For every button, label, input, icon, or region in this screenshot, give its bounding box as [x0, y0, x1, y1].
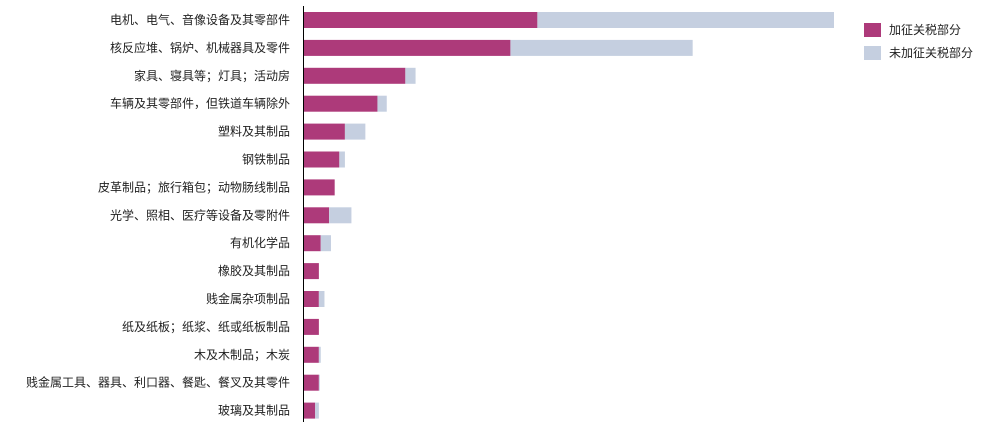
- category-label: 光学、照相、医疗等设备及零附件: [110, 207, 290, 222]
- bar-tariffed-segment: [304, 291, 319, 307]
- bar-untariffed-segment: [537, 12, 834, 28]
- category-label: 皮革制品；旅行箱包；动物肠线制品: [98, 179, 290, 194]
- bar-untariffed-segment: [339, 151, 345, 168]
- bar-untariffed-segment: [318, 346, 321, 363]
- category-label: 贱金属工具、器具、利口器、餐匙、餐叉及其零件: [26, 375, 290, 390]
- bar-tariffed-segment: [304, 39, 511, 56]
- category-label: 纸及纸板；纸浆、纸或纸板制品: [122, 319, 290, 334]
- bar-untariffed-segment: [320, 235, 331, 252]
- bar-untariffed-segment: [510, 39, 693, 56]
- bar-tariffed-segment: [304, 374, 319, 391]
- bar-tariffed-segment: [304, 12, 538, 28]
- category-label: 木及木制品；木炭: [194, 348, 290, 362]
- bar-untariffed-segment: [318, 291, 325, 307]
- bar-tariffed-segment: [304, 207, 330, 224]
- bar-tariffed-segment: [304, 67, 406, 84]
- bar-untariffed-segment: [329, 207, 352, 224]
- bar-untariffed-segment: [318, 374, 320, 391]
- bar-untariffed-segment: [315, 402, 319, 419]
- bar-tariffed-segment: [304, 346, 319, 363]
- bar-untariffed-segment: [344, 123, 366, 140]
- bar-tariffed-segment: [304, 263, 319, 280]
- category-label: 电机、电气、音像设备及其零部件: [110, 12, 290, 27]
- category-label: 核反应堆、锅炉、机械器具及零件: [110, 40, 290, 55]
- category-labels-group: 电机、电气、音像设备及其零部件核反应堆、锅炉、机械器具及零件家具、寝具等；灯具；…: [26, 12, 290, 418]
- bar-tariffed-segment: [304, 95, 378, 112]
- category-label: 塑料及其制品: [218, 124, 290, 139]
- bar-tariffed-segment: [304, 151, 340, 168]
- bar-tariffed-segment: [304, 402, 316, 419]
- bar-tariffed-segment: [304, 235, 321, 252]
- category-label: 家具、寝具等；灯具；活动房: [134, 68, 290, 83]
- bar-tariffed-segment: [304, 179, 335, 196]
- category-label: 车辆及其零部件，但铁道车辆除外: [110, 96, 290, 111]
- legend-label-untariffed: 未加征关税部分: [889, 45, 973, 60]
- category-label: 贱金属杂项制品: [206, 291, 290, 306]
- category-label: 橡胶及其制品: [218, 263, 290, 278]
- bar-tariffed-segment: [304, 123, 345, 140]
- bar-tariffed-segment: [304, 318, 319, 335]
- category-label: 有机化学品: [230, 235, 290, 250]
- legend-label-tariffed: 加征关税部分: [889, 22, 961, 37]
- legend-swatch-untariffed: [864, 46, 881, 60]
- category-label: 钢铁制品: [242, 153, 290, 167]
- legend-swatch-tariffed: [864, 23, 881, 37]
- category-label: 玻璃及其制品: [218, 404, 290, 418]
- bars-group: [304, 12, 834, 419]
- bar-untariffed-segment: [377, 95, 387, 112]
- bar-untariffed-segment: [405, 67, 416, 84]
